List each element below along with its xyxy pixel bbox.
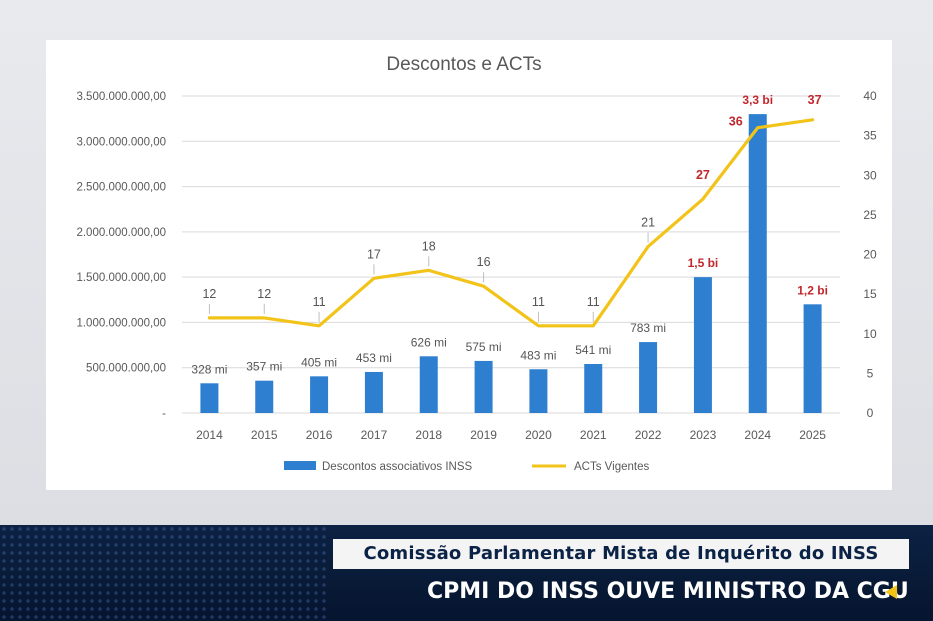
x-tick-label: 2025	[799, 428, 826, 442]
bar	[748, 114, 767, 413]
y-left-tick-label: -	[162, 408, 166, 420]
bar	[310, 376, 329, 413]
x-tick-label: 2016	[306, 428, 333, 442]
line-data-label: 37	[808, 93, 822, 107]
bar	[693, 277, 712, 413]
y-left-tick-label: 500.000.000,00	[86, 363, 166, 375]
bar-data-label: 3,3 bi	[742, 93, 773, 107]
bar	[584, 364, 603, 413]
bar-data-label: 483 mi	[520, 348, 556, 362]
chart: Descontos e ACTs - 500.000.000,00 1.000.000…	[76, 54, 877, 473]
x-tick-label: 2017	[361, 428, 388, 442]
x-tick-label: 2024	[744, 428, 771, 442]
y-left-tick-label: 1.500.000.000,00	[76, 272, 166, 284]
y-right-tick-label: 0	[867, 406, 874, 420]
bar	[639, 342, 658, 413]
bar	[474, 360, 493, 413]
line-data-label: 12	[202, 287, 216, 301]
legend-label-bar: Descontos associativos INSS	[322, 461, 473, 473]
legend-label-line: ACTs Vigentes	[574, 461, 649, 473]
y-right-tick-label: 5	[867, 366, 874, 380]
y-left-tick-label: 1.000.000.000,00	[76, 317, 166, 329]
line-data-label: 17	[367, 247, 381, 261]
arrow-left-icon	[885, 585, 897, 599]
bar-data-label: 541 mi	[575, 343, 611, 357]
y-left-tick-label: 2.500.000.000,00	[76, 182, 166, 194]
bar	[255, 380, 274, 413]
bar-data-label: 626 mi	[411, 335, 447, 349]
broadcast-pattern	[0, 525, 330, 621]
lower-third-headline: CPMI DO INSS OUVE MINISTRO DA CGU	[333, 572, 909, 612]
headline-text: CPMI DO INSS OUVE MINISTRO DA CGU	[427, 579, 909, 604]
line-data-label: 11	[587, 295, 600, 309]
x-tick-label: 2022	[635, 428, 662, 442]
y-right-tick-label: 30	[863, 168, 877, 182]
x-tick-label: 2023	[690, 428, 717, 442]
x-tick-label: 2015	[251, 428, 278, 442]
line-series-acts	[207, 118, 815, 328]
y-left-tick-label: 3.500.000.000,00	[76, 91, 166, 103]
legend-swatch-bar	[284, 461, 316, 470]
bar-data-label: 783 mi	[630, 321, 666, 335]
bar	[529, 369, 548, 413]
y-right-tick-label: 20	[863, 248, 877, 262]
line-data-label: 12	[257, 287, 271, 301]
y-right-tick-label: 15	[863, 287, 877, 301]
bar	[419, 356, 438, 413]
line-data-label: 21	[641, 216, 655, 230]
y-right-tick-label: 35	[863, 129, 877, 143]
bar	[803, 304, 822, 413]
y-right-tick-label: 10	[863, 327, 877, 341]
line-data-label: 16	[477, 255, 491, 269]
chart-slide: Descontos e ACTs - 500.000.000,00 1.000.000…	[46, 40, 892, 490]
bar-data-label: 357 mi	[246, 360, 282, 374]
x-tick-label: 2020	[525, 428, 552, 442]
chart-title: Descontos e ACTs	[386, 54, 541, 75]
x-tick-label: 2021	[580, 428, 607, 442]
lower-third-subtitle: Comissão Parlamentar Mista de Inquérito …	[333, 539, 909, 569]
line-data-label: 11	[532, 295, 545, 309]
line-data-label: 36	[729, 115, 743, 129]
bar-data-label: 575 mi	[466, 340, 502, 354]
line-data-label: 27	[696, 168, 710, 182]
x-tick-label: 2018	[415, 428, 442, 442]
bar	[200, 383, 219, 413]
y-right-tick-label: 25	[863, 208, 877, 222]
bar-data-label: 328 mi	[191, 362, 227, 376]
x-tick-label: 2019	[470, 428, 497, 442]
bar	[364, 371, 383, 413]
y-left-tick-label: 3.000.000.000,00	[76, 136, 166, 148]
line-data-label: 18	[422, 239, 436, 253]
line-data-label: 11	[313, 295, 326, 309]
bar-data-label: 1,2 bi	[797, 283, 828, 297]
y-left-tick-label: 2.000.000.000,00	[76, 227, 166, 239]
x-tick-label: 2014	[196, 428, 223, 442]
bar-data-label: 405 mi	[301, 355, 337, 369]
bar-data-label: 1,5 bi	[688, 256, 719, 270]
bar-data-label: 453 mi	[356, 351, 392, 365]
y-right-tick-label: 40	[863, 89, 877, 103]
